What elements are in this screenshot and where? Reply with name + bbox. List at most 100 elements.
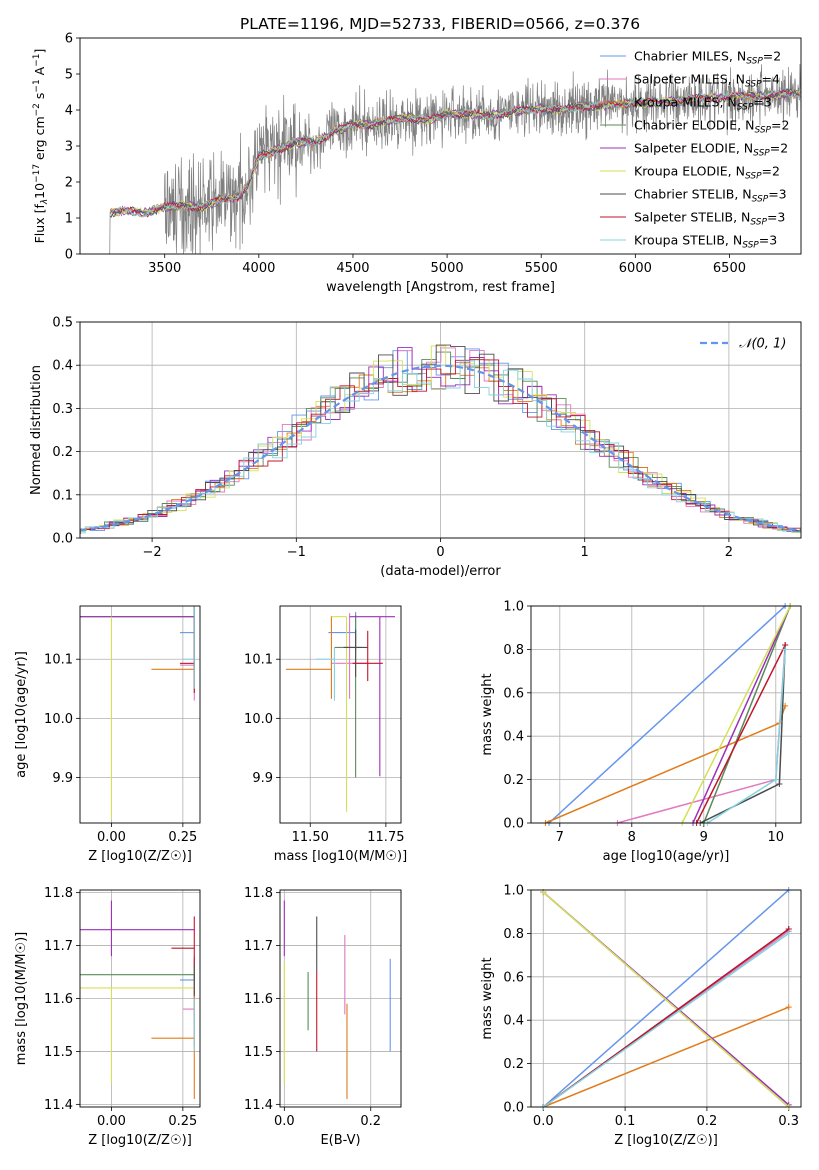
y-tick-label: 10.0 [44, 712, 73, 727]
y-tick-label: 10.1 [44, 653, 73, 668]
x-tick-label: 8 [628, 830, 636, 845]
x-tick-label: 4500 [336, 261, 369, 276]
y-tick-label: 4 [65, 104, 73, 119]
y-tick-label: 11.7 [244, 939, 273, 954]
x-tick-label: 0.0 [274, 1114, 295, 1129]
x-tick-label: 0.25 [168, 830, 197, 845]
mass-vs-ebv-panel: 0.0 0.2 11.4 11.5 11.6 11.7 11.8 E(B-V) [244, 886, 402, 1148]
y-tick-label: 9.9 [252, 771, 273, 786]
plot-frame [79, 37, 802, 255]
y-tick-label: 0.4 [503, 1014, 524, 1029]
weight-series-line [543, 1006, 789, 1107]
y-tick-label: 10.1 [244, 653, 273, 668]
age-vs-Z-panel: 0.00 0.25 9.9 10.0 10.1 Z [log10(Z/Z☉)] age [l… [14, 605, 201, 864]
x-tick-label: 0.00 [97, 1114, 126, 1129]
y-tick-label: 0.4 [503, 730, 524, 745]
plot-frame [79, 321, 802, 539]
y-tick-label: 0.0 [503, 1101, 524, 1116]
residual-histogram-panel: −2 −1 0 1 2 0.0 0.1 0.2 0.3 0.4 0.5 (data-model)/er… [29, 316, 802, 579]
x-tick-label: 0 [436, 545, 444, 560]
weight-vs-Z-panel: 0.0 0.1 0.2 0.3 0.0 0.2 0.4 0.6 0.8 1.0 Z [log10(Z… [480, 884, 802, 1148]
weight-series-line [548, 606, 786, 823]
legend-entry: Chabrier MILES, NSSP=2 [634, 49, 781, 67]
mass-vs-Z-panel: 0.00 0.25 11.4 11.5 11.6 11.7 11.8 Z [log10(Z/Z… [14, 886, 201, 1148]
normal-curve [80, 364, 801, 532]
plot-frame [530, 889, 802, 1108]
x-tick-label: 3500 [148, 261, 181, 276]
x-tick-label: 6000 [619, 261, 652, 276]
weight-marker [782, 646, 789, 653]
y-tick-label: 0.6 [503, 686, 524, 701]
x-tick-label: 0.0 [533, 1114, 554, 1129]
legend-entry: Salpeter ELODIE, NSSP=2 [634, 141, 788, 159]
y-tick-label: 9.9 [52, 771, 73, 786]
weight-series-line [703, 606, 791, 823]
y-tick-label: 0.3 [52, 402, 73, 417]
y-tick-label: 0.2 [52, 445, 73, 460]
y-tick-label: 1.0 [503, 884, 524, 899]
y-tick-label: 0.0 [52, 532, 73, 547]
age-vs-mass-panel: 11.50 11.75 9.9 10.0 10.1 mass [log10(M/M☉)] [244, 605, 407, 864]
y-tick-label: 0.0 [503, 817, 524, 832]
x-axis-label: mass [log10(M/M☉)] [274, 849, 407, 864]
y-tick-label: 3 [65, 140, 73, 155]
x-tick-label: 11.75 [367, 830, 404, 845]
x-tick-label: 5000 [431, 261, 464, 276]
weight-series-line [695, 644, 786, 823]
y-axis-label: mass [log10(M/M☉)] [14, 932, 29, 1065]
y-tick-label: 0.8 [503, 927, 524, 942]
weight-series-line [542, 932, 790, 1107]
x-tick-label: 0.2 [697, 1114, 718, 1129]
y-axis-label: age [log10(age/yr)] [14, 651, 29, 778]
y-tick-label: 5 [65, 68, 73, 83]
weight-series-line [692, 606, 791, 823]
y-tick-label: 0.1 [52, 488, 73, 503]
x-axis-label: (data-model)/error [380, 564, 501, 579]
x-tick-label: −1 [287, 545, 306, 560]
model-spectrum-line [109, 89, 801, 218]
x-axis-label: Z [log10(Z/Z☉)] [88, 849, 192, 864]
x-tick-label: 0.3 [778, 1114, 799, 1129]
weight-marker [772, 776, 779, 783]
y-tick-label: 0.6 [503, 970, 524, 985]
x-tick-label: 0.00 [97, 830, 126, 845]
legend-entry: Salpeter STELIB, NSSP=3 [634, 210, 785, 228]
plot-frame [79, 889, 201, 1108]
histogram-series [80, 345, 801, 533]
legend-entry: Salpeter MILES, NSSP=4 [634, 72, 780, 90]
y-tick-label: 11.6 [44, 992, 73, 1007]
x-tick-label: −2 [143, 545, 162, 560]
y-tick-label: 11.4 [44, 1098, 73, 1113]
weight-marker [785, 1004, 792, 1011]
y-tick-label: 11.5 [44, 1045, 73, 1060]
plot-frame [530, 605, 802, 824]
weight-series-line [681, 606, 791, 823]
y-tick-label: 1 [65, 212, 73, 227]
x-axis-label: Z [log10(Z/Z☉)] [614, 1133, 718, 1148]
x-axis-label: E(B-V) [320, 1133, 360, 1148]
y-tick-label: 11.7 [44, 939, 73, 954]
x-tick-label: 0.2 [360, 1114, 381, 1129]
x-tick-label: 2 [725, 545, 733, 560]
y-axis-label: Flux [fλ10−17 erg cm−2 s−1 A−1] [32, 49, 50, 244]
x-tick-label: 0.1 [615, 1114, 636, 1129]
x-tick-label: 10 [768, 830, 785, 845]
spectrum-panel: 3500 4000 4500 5000 5500 6000 6500 0 1 2 3 4 5 6 wavel… [32, 32, 802, 295]
legend-entry: Chabrier STELIB, NSSP=3 [634, 187, 787, 205]
y-tick-label: 11.4 [244, 1098, 273, 1113]
x-tick-label: 4000 [242, 261, 275, 276]
y-tick-label: 11.6 [244, 992, 273, 1007]
x-tick-label: 9 [700, 830, 708, 845]
y-tick-label: 0.4 [52, 359, 73, 374]
y-axis-label: mass weight [480, 957, 495, 1039]
x-axis-label: Z [log10(Z/Z☉)] [88, 1133, 192, 1148]
plot-frame [279, 889, 402, 1108]
y-tick-label: 0 [65, 248, 73, 263]
y-tick-label: 11.8 [44, 886, 73, 901]
y-tick-label: 11.5 [244, 1045, 273, 1060]
x-tick-label: 7 [556, 830, 564, 845]
y-tick-label: 0.2 [503, 773, 524, 788]
x-tick-label: 11.50 [292, 830, 329, 845]
y-tick-label: 2 [65, 176, 73, 191]
